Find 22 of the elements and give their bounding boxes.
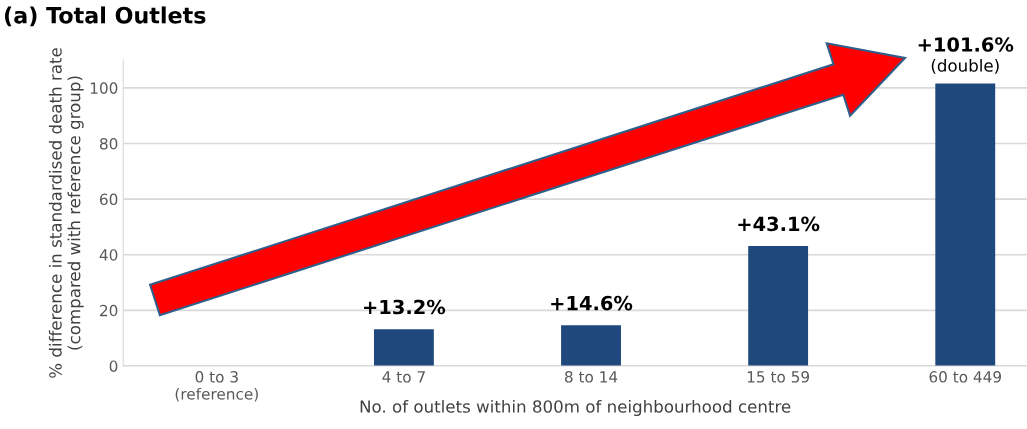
x-tick-label: 8 to 14 [564,371,618,383]
bar [561,325,621,366]
y-tick-label: 20 [100,304,118,317]
x-tick-label: 15 to 59 [747,371,810,383]
bar [373,329,434,366]
data-label: +43.1% [738,216,820,232]
x-tick-label: 0 to 3 (reference) [175,371,258,402]
data-label: +14.6% [551,295,633,311]
data-label: +13.2% [364,299,446,315]
x-tick-label: 4 to 7 [382,371,425,383]
chart-title: (a) Total Outlets [4,6,206,27]
bar [748,246,809,366]
y-axis-title: % difference in standardised death rate (compared with reference group) [48,48,84,378]
y-tick-label: 40 [99,249,118,261]
x-tick-label: 60 to 449 [929,371,1001,383]
y-tick-label: 0 [109,360,118,372]
y-tick-label: 60 [100,193,118,206]
bar [935,83,996,366]
y-tick-label: 80 [99,137,118,150]
x-axis-title: No. of outlets within 800m of neighbourhood centre [360,399,791,417]
data-label: +101.6% (double) [918,37,1014,74]
y-tick-label: 100 [90,82,118,94]
